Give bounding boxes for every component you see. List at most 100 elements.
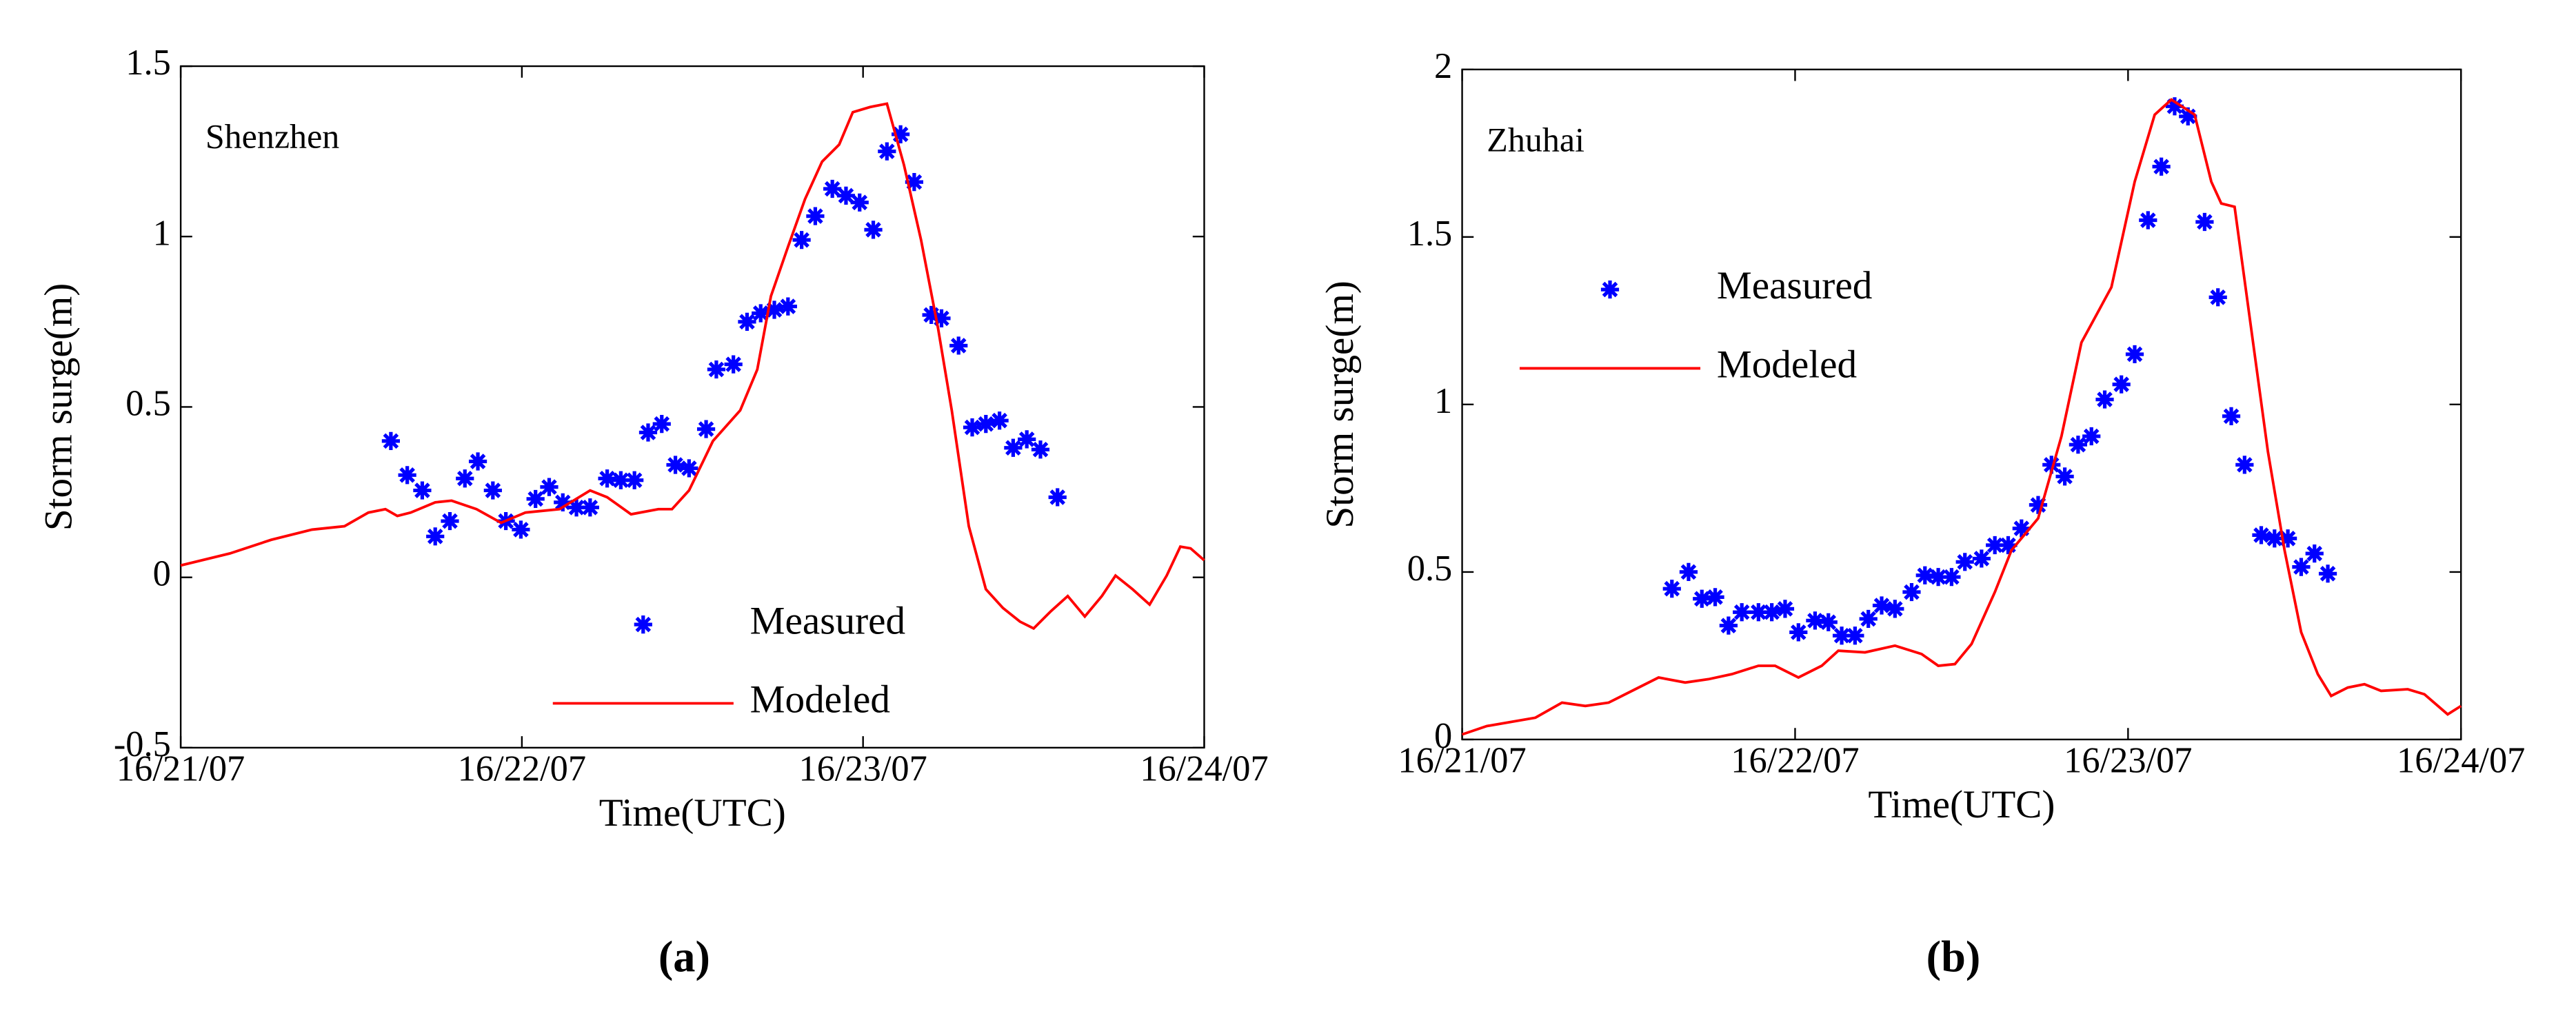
data-point [990,411,1009,430]
data-point [426,527,445,546]
data-point [1789,623,1808,642]
data-point [1942,568,1961,587]
data-point [2279,529,2297,548]
data-point [1733,603,1751,622]
chart: 1.5 1 0.5 0 -0.516/21/07 16/22/07 16/23/07 16/2… [37,43,1269,981]
x-tick-label: 16/24/07 [2397,741,2525,781]
x-tick-label: 16/22/07 [1731,741,1859,781]
data-point [765,300,784,319]
y-axis-label: Storm surge(m) [37,283,81,531]
data-point [540,478,559,496]
data-point [2292,558,2311,576]
data-point [512,520,530,539]
y-tick-label: 0.5 [1407,549,1453,589]
data-point [2305,544,2324,563]
data-point [625,471,644,489]
data-point [1018,430,1036,449]
panel-label: (b) [1926,932,1981,981]
data-point [2152,157,2171,176]
data-line [180,102,1205,631]
data-point [1999,536,2017,555]
legend-label: Modeled [750,678,890,722]
data-point [2055,467,2074,486]
y-tick-label: 0 [1434,716,1452,756]
data-point [2252,526,2271,544]
data-point [2222,407,2241,425]
x-tick-label: 16/22/07 [458,749,586,789]
y-tick-label: 1 [1434,381,1452,421]
data-point [823,179,842,198]
data-point [1846,626,1864,645]
data-point [1986,536,2004,555]
x-tick-label: 16/21/07 [1398,741,1526,781]
data-point [949,336,968,355]
data-point [483,481,502,500]
data-point [2125,345,2144,364]
legend-label: Measured [1717,264,1872,307]
data-point [468,452,487,471]
data-point [2012,519,2031,538]
y-tick-label: -0.5 [114,724,171,764]
data-point [1662,580,1681,598]
data-point [2179,107,2197,125]
panel-label: (a) [658,932,710,981]
data-point [554,493,572,511]
data-point [836,186,856,205]
data-point [1886,600,1904,618]
data-point [2082,427,2101,446]
plot-frame [1461,68,2462,741]
data-point [892,125,910,144]
y-tick-label: 1 [153,213,171,253]
data-point [2195,212,2214,232]
data-point [696,420,716,438]
data-point [1972,549,1991,568]
data-point [976,415,995,434]
x-axis-label: Time(UTC) [1868,783,2055,826]
data-point [1806,611,1824,630]
data-point [905,173,924,192]
data-point [526,489,545,509]
data-point [878,142,896,161]
y-tick-label: 1.5 [1407,214,1453,254]
data-point [441,511,459,531]
data-point [1706,588,1724,607]
data-point [2265,529,2284,548]
data-point [666,456,685,474]
data-line [1461,98,2462,736]
y-tick-label: 2 [1434,46,1452,86]
x-tick-label: 16/23/07 [2064,741,2192,781]
data-point [638,423,658,442]
data-point [1955,553,1974,571]
data-point [1819,613,1838,631]
data-point [850,193,869,212]
data-point [1929,568,1948,587]
annotation: Shenzhen [205,117,339,156]
data-point [932,309,951,327]
data-point [456,469,474,488]
data-point [2069,436,2087,454]
data-point [2235,456,2254,474]
y-tick-label: 1.5 [125,43,171,83]
data-point [1693,589,1711,608]
legend-label: Measured [750,599,905,642]
data-point [2318,564,2337,583]
data-point [1832,626,1851,645]
data-point [1749,603,1768,622]
data-point [724,355,743,374]
data-point [2139,211,2157,230]
data-point [806,207,825,225]
data-point [778,297,797,316]
x-tick-label: 16/23/07 [799,749,927,789]
data-point [2112,375,2131,394]
data-point [413,481,432,500]
data-point [752,304,770,323]
data-point [567,498,586,517]
data-point [2042,456,2061,474]
data-point [1031,440,1050,459]
data-point [652,415,671,434]
legend-marker [634,615,652,634]
data-point [2095,390,2114,409]
data-point [738,312,756,331]
data-point [1719,616,1738,635]
